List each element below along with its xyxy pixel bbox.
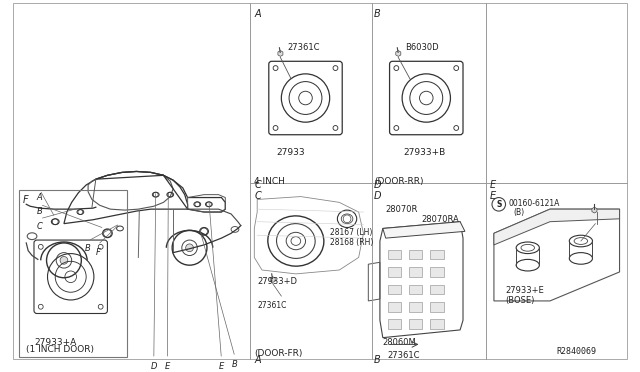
Circle shape <box>186 244 193 251</box>
FancyBboxPatch shape <box>388 250 401 259</box>
Text: C: C <box>254 180 261 190</box>
Text: 27361C: 27361C <box>287 43 319 52</box>
Text: C: C <box>254 191 261 201</box>
FancyBboxPatch shape <box>388 319 401 329</box>
Circle shape <box>60 256 68 264</box>
Text: A: A <box>254 355 261 365</box>
FancyBboxPatch shape <box>430 319 444 329</box>
Text: 4 INCH: 4 INCH <box>254 177 285 186</box>
Text: D: D <box>150 362 157 371</box>
FancyBboxPatch shape <box>409 302 422 312</box>
Text: 28070R: 28070R <box>386 205 418 214</box>
Text: (DOOR-FR): (DOOR-FR) <box>254 349 303 358</box>
Polygon shape <box>383 222 465 238</box>
FancyBboxPatch shape <box>430 302 444 312</box>
Text: 27361C: 27361C <box>257 301 287 310</box>
Text: F: F <box>95 248 100 257</box>
Text: B: B <box>374 355 381 365</box>
FancyBboxPatch shape <box>430 267 444 277</box>
Text: 28167 (LH): 28167 (LH) <box>330 228 372 237</box>
Text: B: B <box>232 360 238 369</box>
Text: E: E <box>164 362 170 371</box>
Text: 27361C: 27361C <box>388 351 420 360</box>
Text: C: C <box>37 222 43 231</box>
Text: R2840069: R2840069 <box>557 347 596 356</box>
Polygon shape <box>270 277 275 282</box>
Text: B6030D: B6030D <box>405 43 438 52</box>
Text: 28070RA: 28070RA <box>422 215 460 224</box>
Text: E: E <box>219 362 224 371</box>
Polygon shape <box>494 209 620 245</box>
Text: F: F <box>22 195 28 205</box>
Text: S: S <box>496 200 502 209</box>
Text: A: A <box>254 9 261 19</box>
FancyBboxPatch shape <box>430 285 444 294</box>
Text: D: D <box>374 191 381 201</box>
Text: 27933+B: 27933+B <box>403 148 445 157</box>
Polygon shape <box>278 51 283 57</box>
Polygon shape <box>592 207 597 213</box>
FancyBboxPatch shape <box>388 267 401 277</box>
Polygon shape <box>396 51 401 57</box>
Text: 27933+D: 27933+D <box>257 277 297 286</box>
Text: A: A <box>37 193 43 202</box>
FancyBboxPatch shape <box>409 319 422 329</box>
Text: (1 INCH DOOR): (1 INCH DOOR) <box>26 345 94 355</box>
Text: 27933+E: 27933+E <box>506 286 544 295</box>
Text: 27933+A: 27933+A <box>34 338 76 347</box>
Text: E: E <box>490 180 496 190</box>
Text: (DOOR-RR): (DOOR-RR) <box>374 177 424 186</box>
Text: 28168 (RH): 28168 (RH) <box>330 238 373 247</box>
Text: 00160-6121A: 00160-6121A <box>508 199 560 208</box>
FancyBboxPatch shape <box>430 250 444 259</box>
Text: (BOSE): (BOSE) <box>506 296 535 305</box>
Text: 27933: 27933 <box>276 148 305 157</box>
Text: E: E <box>490 191 496 201</box>
Text: 28060M: 28060M <box>383 338 417 347</box>
FancyBboxPatch shape <box>409 285 422 294</box>
Text: D: D <box>374 180 381 190</box>
FancyBboxPatch shape <box>409 267 422 277</box>
Text: B: B <box>37 207 43 216</box>
FancyBboxPatch shape <box>388 302 401 312</box>
Text: (B): (B) <box>513 208 524 217</box>
Text: B: B <box>374 9 381 19</box>
FancyBboxPatch shape <box>388 285 401 294</box>
Text: B: B <box>85 244 91 253</box>
FancyBboxPatch shape <box>409 250 422 259</box>
